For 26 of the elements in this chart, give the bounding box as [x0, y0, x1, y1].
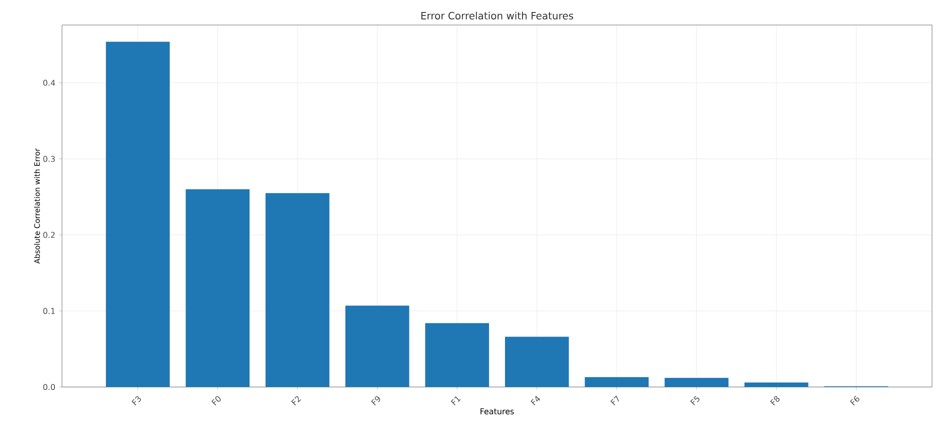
bar — [504, 336, 569, 387]
x-tick-label: F7 — [610, 395, 619, 406]
chart-title: Error Correlation with Features — [421, 12, 574, 20]
x-tick-label: F2 — [291, 396, 302, 406]
x-tick-label: F0 — [211, 396, 221, 406]
y-tick-label: 0.1 — [43, 308, 55, 314]
bar — [664, 378, 728, 387]
y-tick-label: 0.2 — [43, 232, 55, 238]
bar — [266, 193, 330, 387]
bar — [186, 189, 250, 387]
bar — [345, 306, 410, 387]
y-tick-label: 0.4 — [43, 80, 56, 86]
bar — [744, 382, 808, 387]
x-tick-label: F3 — [132, 396, 141, 406]
y-tick-label: 0.0 — [43, 384, 55, 390]
x-tick-label: F4 — [530, 396, 540, 406]
bar — [106, 42, 170, 387]
x-tick-label: F8 — [770, 396, 780, 406]
x-tick-label: F5 — [690, 396, 700, 406]
bar — [584, 377, 649, 387]
x-tick-label: F6 — [850, 396, 860, 406]
x-axis-title: Features — [480, 408, 514, 414]
y-tick-label: 0.3 — [43, 156, 55, 162]
x-tick-label: F9 — [371, 396, 380, 406]
bar — [425, 323, 490, 387]
x-tick-label: F1 — [450, 396, 461, 406]
